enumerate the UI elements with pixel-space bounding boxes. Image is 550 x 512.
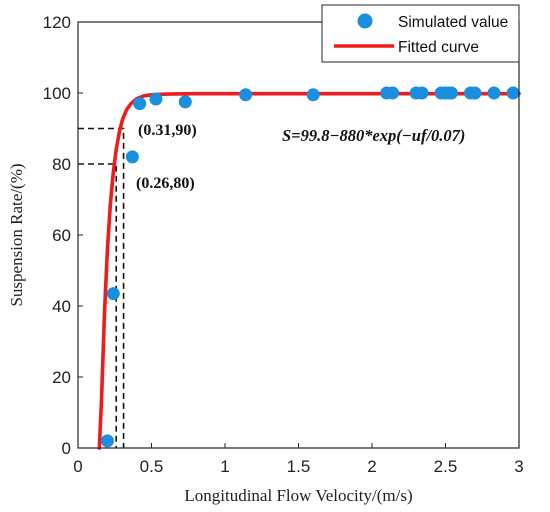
plot-background [78, 22, 519, 448]
reference-dashed-line [78, 127, 125, 448]
legend-marker-simulated [357, 13, 373, 29]
x-axis-title: Longitudinal Flow Velocity/(m/s) [184, 486, 412, 505]
y-tick-label: 40 [52, 297, 71, 316]
x-tick-label: 3 [514, 457, 523, 476]
simulated-point [149, 92, 163, 106]
x-tick-label: 2.5 [434, 457, 458, 476]
simulated-point [444, 86, 458, 100]
x-tick-label: 1.5 [287, 457, 311, 476]
legend-label-simulated: Simulated value [398, 14, 508, 31]
simulated-point [468, 86, 482, 100]
reference-lines [78, 127, 125, 448]
y-tick-label: 80 [52, 155, 71, 174]
simulated-point [106, 287, 120, 301]
x-tick-label: 0 [73, 457, 82, 476]
y-axis-title: Suspension Rate/(%) [7, 163, 26, 306]
simulated-point [386, 86, 400, 100]
legend: Simulated value Fitted curve [321, 4, 520, 63]
x-axis-ticks: 0 0.5 1 1.5 2 2.5 3 [73, 443, 524, 476]
reference-dashed-line [78, 163, 118, 448]
fitted-curve-line [97, 91, 521, 450]
simulated-point [506, 86, 520, 100]
simulated-point [178, 95, 192, 109]
fitted-curve-layer [97, 91, 521, 450]
y-tick-label: 20 [52, 368, 71, 387]
simulated-point [415, 86, 429, 100]
data-points-layer [100, 86, 520, 448]
annotation-label-0-26-80: (0.26,80) [136, 175, 195, 192]
simulated-point [306, 88, 320, 102]
simulated-point [100, 434, 114, 448]
simulated-point [239, 88, 253, 102]
legend-box [321, 4, 520, 63]
annotation-label-0-31-90: (0.31,90) [138, 122, 197, 139]
simulated-point [133, 97, 147, 111]
x-tick-label: 1 [220, 457, 229, 476]
y-tick-label: 0 [62, 439, 71, 458]
y-tick-label: 60 [52, 226, 71, 245]
y-axis-ticks: 0 20 40 60 80 100 120 [43, 13, 83, 458]
y-tick-label: 100 [43, 84, 71, 103]
legend-label-fitted: Fitted curve [398, 39, 479, 56]
simulated-point [487, 86, 501, 100]
y-tick-label: 120 [43, 13, 71, 32]
x-tick-label: 0.5 [140, 457, 164, 476]
fit-equation: S=99.8−880*exp(−uf/0.07) [282, 126, 465, 145]
x-tick-label: 2 [367, 457, 376, 476]
simulated-point [125, 150, 139, 164]
